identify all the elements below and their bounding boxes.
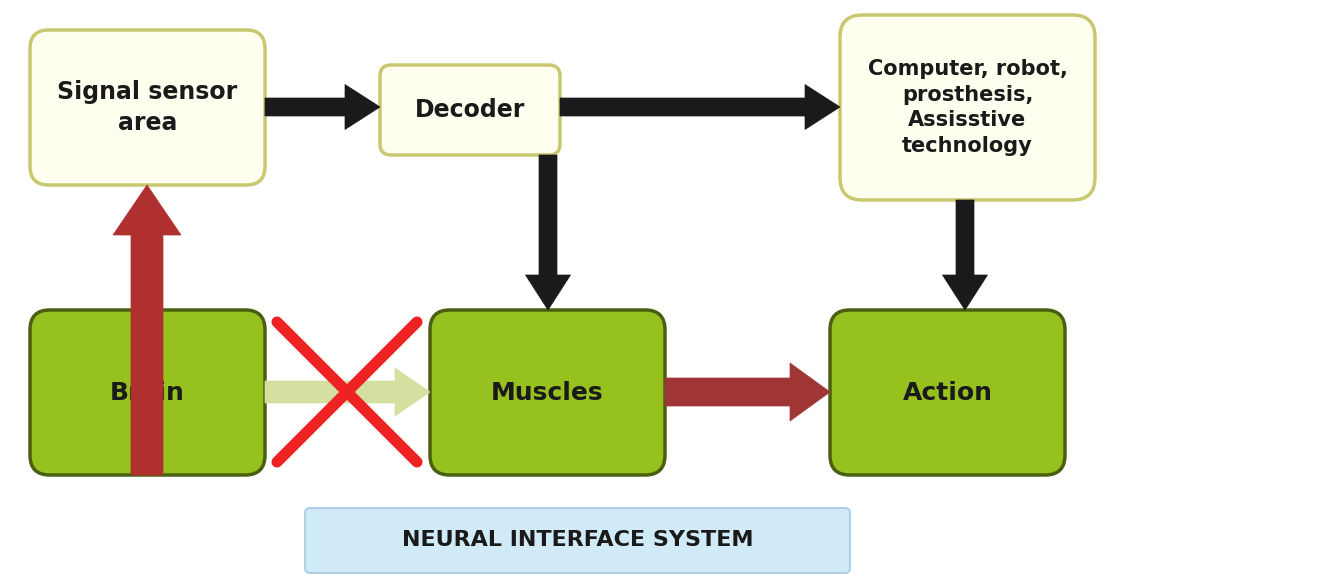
Text: Brain: Brain [109,380,185,405]
FancyBboxPatch shape [30,30,265,185]
FancyBboxPatch shape [30,310,265,475]
Text: Signal sensor
area: Signal sensor area [57,80,237,135]
Polygon shape [113,185,181,475]
FancyBboxPatch shape [305,508,849,573]
Text: Muscles: Muscles [491,380,604,405]
Polygon shape [265,368,430,416]
FancyBboxPatch shape [830,310,1064,475]
Polygon shape [665,363,830,421]
Text: Computer, robot,
prosthesis,
Assisstive
technology: Computer, robot, prosthesis, Assisstive … [868,59,1067,156]
Polygon shape [943,200,988,310]
FancyBboxPatch shape [380,65,561,155]
Polygon shape [525,155,571,310]
Polygon shape [561,85,840,129]
Text: NEURAL INTERFACE SYSTEM: NEURAL INTERFACE SYSTEM [402,530,753,550]
FancyBboxPatch shape [840,15,1095,200]
Polygon shape [265,85,380,129]
FancyBboxPatch shape [430,310,665,475]
Text: Decoder: Decoder [414,98,525,122]
Text: Action: Action [902,380,992,405]
